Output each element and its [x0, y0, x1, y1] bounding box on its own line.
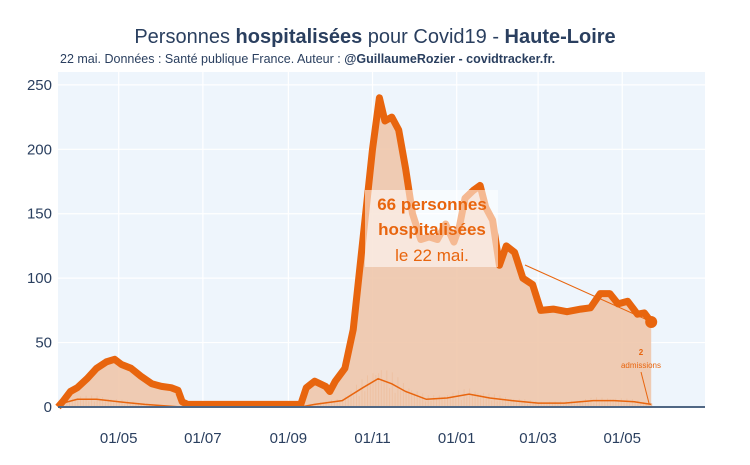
y-tick-label: 250 — [27, 77, 52, 94]
y-tick-label: 100 — [27, 270, 52, 287]
admissions-connector — [640, 371, 650, 405]
y-tick-label: 200 — [27, 141, 52, 158]
annotation-line-2: hospitalisées — [378, 220, 486, 239]
admissions-bar — [651, 403, 653, 407]
annotation-line-1: 66 personnes — [377, 195, 487, 214]
x-tick-label: 01/11 — [354, 430, 390, 447]
annotation-connector — [524, 264, 648, 321]
admissions-label: admissions — [621, 361, 661, 370]
x-tick-label: 01/01 — [438, 430, 476, 447]
x-tick-label: 01/07 — [184, 430, 222, 447]
annotation-box — [365, 190, 498, 267]
y-tick-label: 0 — [44, 399, 52, 416]
admissions-value: 2 — [639, 348, 644, 357]
hospitalisations-line — [55, 94, 654, 410]
x-axis: 01/05 01/07 01/09 01/11 01/01 01/03 01/05 — [100, 430, 641, 447]
zero-baseline — [58, 406, 705, 408]
chart-subtitle: 22 mai. Données : Santé publique France.… — [60, 52, 556, 66]
last-value-marker — [645, 315, 658, 328]
y-tick-label: 150 — [27, 206, 52, 223]
admissions-line — [57, 377, 652, 408]
annotation-line-3: le 22 mai. — [395, 246, 469, 265]
x-tick-label: 01/03 — [519, 430, 557, 447]
y-tick-label: 50 — [35, 335, 52, 352]
x-tick-label: 01/09 — [270, 430, 308, 447]
x-tick-label: 01/05 — [603, 430, 641, 447]
chart-title: Personnes hospitalisées pour Covid19 - H… — [134, 26, 616, 48]
x-tick-label: 01/05 — [100, 430, 138, 447]
hospitalisations-area — [58, 97, 652, 408]
y-axis: 0 50 100 150 200 250 — [27, 77, 52, 416]
